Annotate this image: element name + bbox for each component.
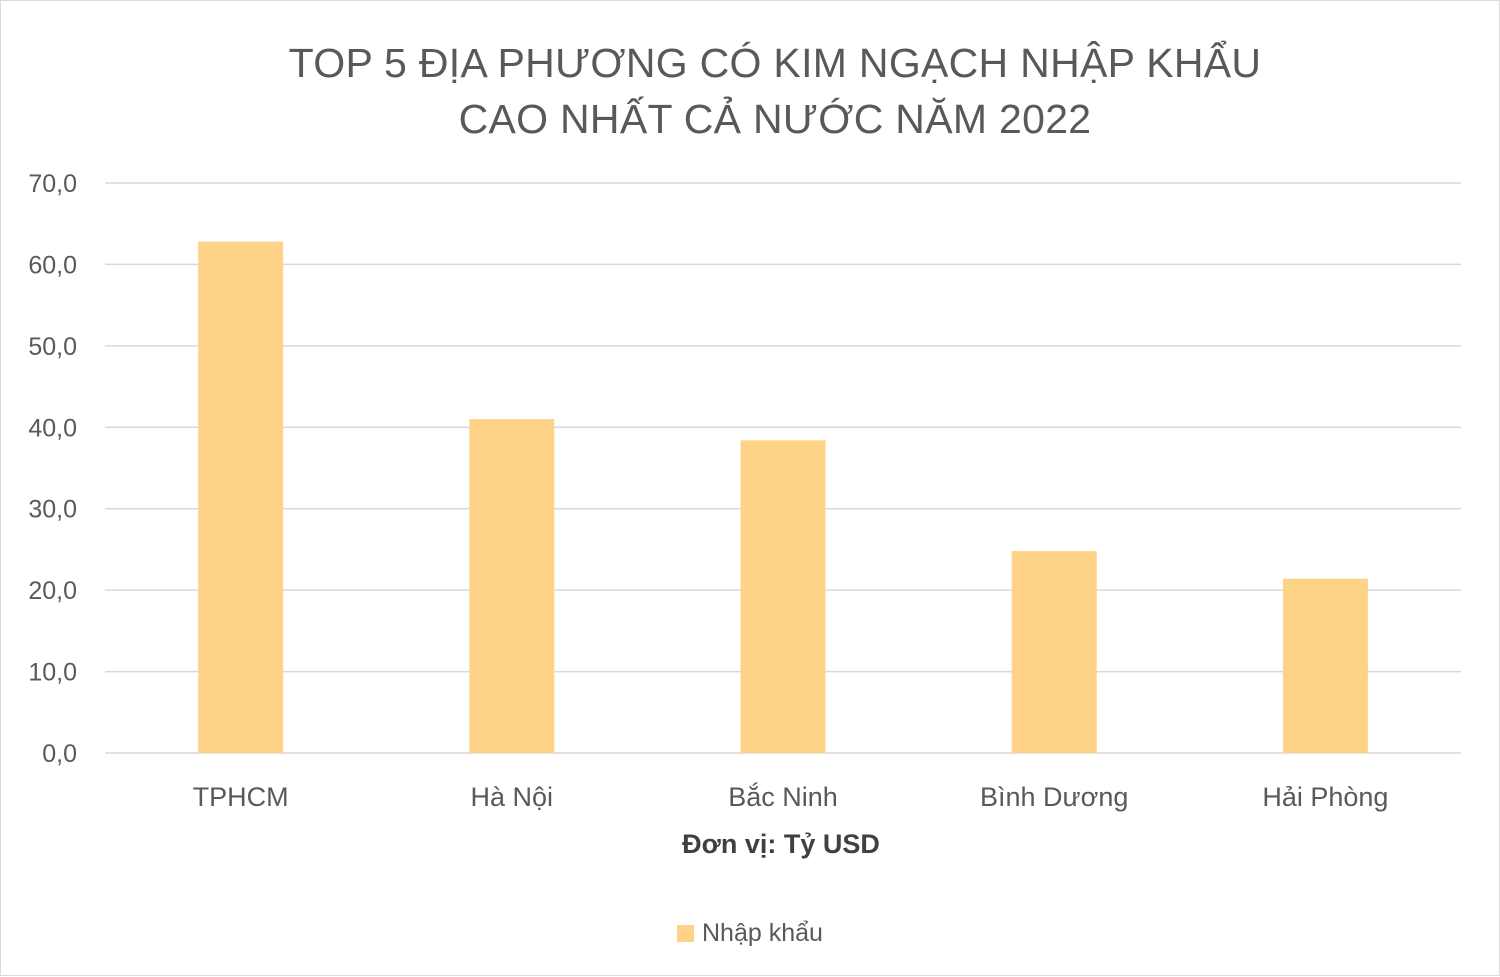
legend-label: Nhập khẩu xyxy=(702,919,823,947)
legend: Nhập khẩu xyxy=(677,919,823,948)
chart-title-line-1: TOP 5 ĐỊA PHƯƠNG CÓ KIM NGẠCH NHẬP KHẨU xyxy=(288,40,1262,86)
bar xyxy=(1011,551,1097,753)
bar xyxy=(740,440,826,753)
y-tick-label: 10,0 xyxy=(28,659,77,687)
bar xyxy=(469,419,555,753)
legend-swatch xyxy=(677,925,694,942)
y-tick-label: 50,0 xyxy=(28,333,77,361)
bar xyxy=(198,241,284,753)
y-tick-label: 30,0 xyxy=(28,496,77,524)
x-tick-label: Bắc Ninh xyxy=(728,781,838,812)
chart-title-line-2: CAO NHẤT CẢ NƯỚC NĂM 2022 xyxy=(458,96,1092,142)
y-tick-label: 20,0 xyxy=(28,577,77,605)
y-tick-label: 60,0 xyxy=(28,251,77,279)
x-tick-label: TPHCM xyxy=(193,782,289,812)
y-tick-label: 40,0 xyxy=(28,414,77,442)
y-tick-label: 70,0 xyxy=(28,170,77,198)
x-tick-label: Hà Nội xyxy=(471,782,554,812)
x-axis-title: Đơn vị: Tỷ USD xyxy=(682,829,880,859)
bar xyxy=(1282,578,1368,753)
chart-title: TOP 5 ĐỊA PHƯƠNG CÓ KIM NGẠCH NHẬP KHẨU … xyxy=(1,35,1500,147)
y-tick-label: 0,0 xyxy=(42,740,77,768)
x-tick-label: Bình Dương xyxy=(980,782,1128,812)
x-tick-label: Hải Phòng xyxy=(1262,782,1388,812)
